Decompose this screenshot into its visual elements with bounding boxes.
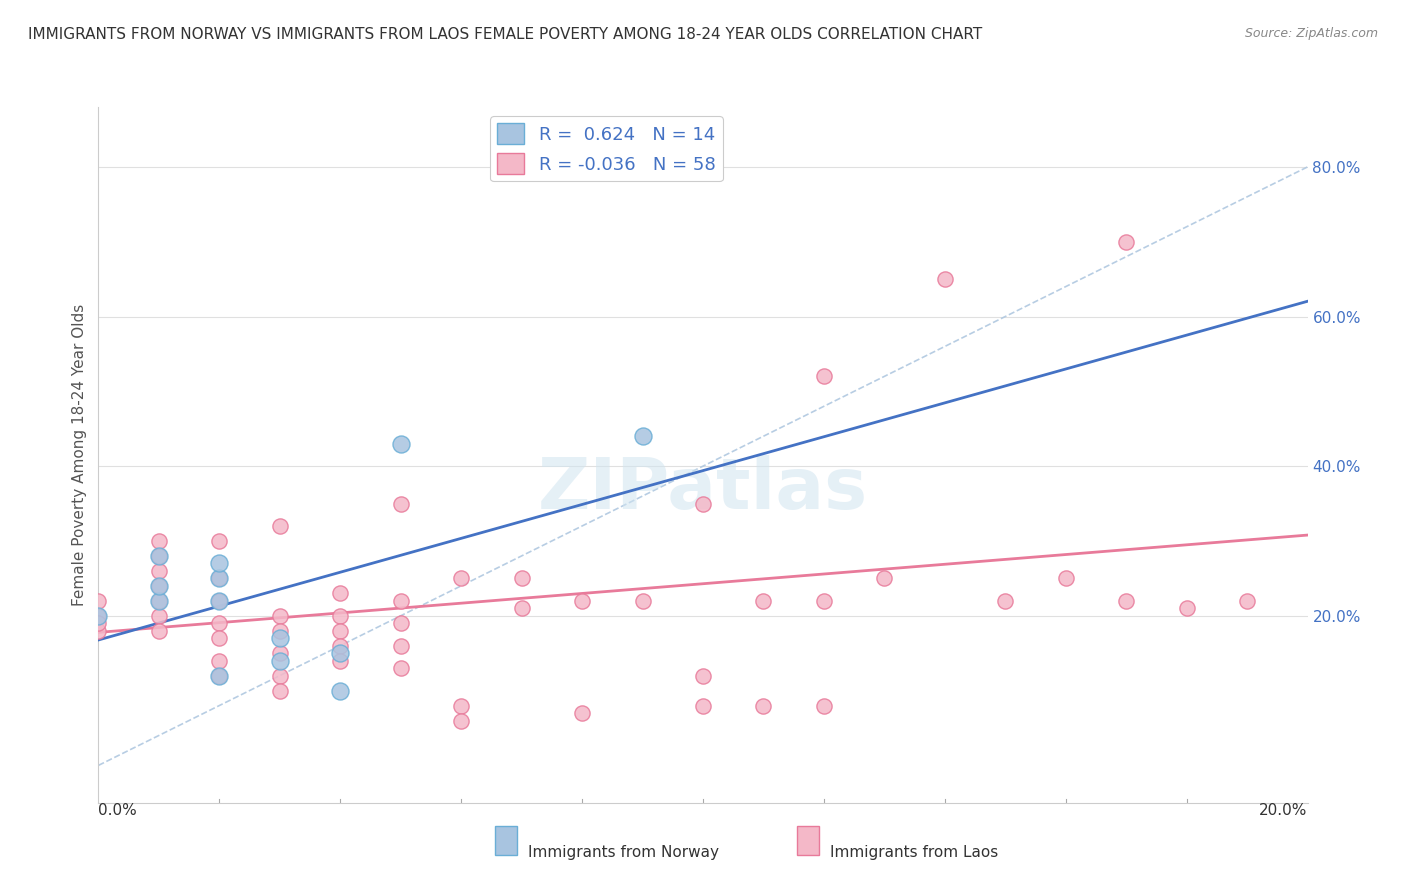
Point	[571, 706, 593, 720]
Point	[148, 624, 170, 638]
Point	[450, 714, 472, 728]
Point	[329, 639, 352, 653]
Point	[329, 646, 352, 660]
Point	[752, 594, 775, 608]
Point	[450, 698, 472, 713]
Point	[208, 654, 231, 668]
Point	[994, 594, 1017, 608]
Point	[269, 683, 291, 698]
Point	[148, 608, 170, 623]
Point	[148, 549, 170, 563]
Point	[1054, 571, 1077, 585]
Point	[450, 571, 472, 585]
Point	[208, 533, 231, 548]
Point	[1175, 601, 1198, 615]
Point	[752, 698, 775, 713]
Legend: R =  0.624   N = 14, R = -0.036   N = 58: R = 0.624 N = 14, R = -0.036 N = 58	[489, 116, 723, 181]
Point	[813, 369, 835, 384]
FancyBboxPatch shape	[495, 826, 517, 855]
Point	[269, 608, 291, 623]
Point	[692, 668, 714, 682]
Point	[389, 639, 412, 653]
Point	[813, 594, 835, 608]
Point	[208, 631, 231, 645]
Text: ZIPatlas: ZIPatlas	[538, 455, 868, 524]
Point	[813, 698, 835, 713]
Point	[389, 661, 412, 675]
Text: 20.0%: 20.0%	[1260, 803, 1308, 818]
Point	[148, 549, 170, 563]
Point	[269, 624, 291, 638]
Point	[389, 594, 412, 608]
Point	[934, 272, 956, 286]
Point	[631, 594, 654, 608]
Point	[208, 668, 231, 682]
Point	[148, 594, 170, 608]
Point	[631, 429, 654, 443]
Point	[269, 668, 291, 682]
Point	[269, 654, 291, 668]
Point	[87, 608, 110, 623]
Point	[269, 646, 291, 660]
Point	[1236, 594, 1258, 608]
Text: IMMIGRANTS FROM NORWAY VS IMMIGRANTS FROM LAOS FEMALE POVERTY AMONG 18-24 YEAR O: IMMIGRANTS FROM NORWAY VS IMMIGRANTS FRO…	[28, 27, 983, 42]
Point	[692, 497, 714, 511]
Point	[269, 519, 291, 533]
Point	[208, 616, 231, 631]
Text: Source: ZipAtlas.com: Source: ZipAtlas.com	[1244, 27, 1378, 40]
Point	[1115, 235, 1137, 249]
Text: Immigrants from Laos: Immigrants from Laos	[830, 845, 998, 860]
Point	[571, 594, 593, 608]
Point	[208, 571, 231, 585]
Text: Immigrants from Norway: Immigrants from Norway	[527, 845, 718, 860]
Point	[389, 616, 412, 631]
Point	[873, 571, 896, 585]
Point	[510, 571, 533, 585]
Point	[329, 683, 352, 698]
Point	[148, 594, 170, 608]
Point	[208, 594, 231, 608]
Point	[87, 608, 110, 623]
Point	[208, 594, 231, 608]
Point	[389, 436, 412, 450]
Point	[87, 624, 110, 638]
Point	[148, 579, 170, 593]
Y-axis label: Female Poverty Among 18-24 Year Olds: Female Poverty Among 18-24 Year Olds	[72, 304, 87, 606]
FancyBboxPatch shape	[797, 826, 820, 855]
Point	[269, 631, 291, 645]
Point	[87, 616, 110, 631]
Point	[1115, 594, 1137, 608]
Point	[389, 497, 412, 511]
Point	[208, 668, 231, 682]
Point	[148, 564, 170, 578]
Point	[148, 579, 170, 593]
Point	[329, 654, 352, 668]
Point	[510, 601, 533, 615]
Point	[208, 571, 231, 585]
Point	[148, 533, 170, 548]
Text: 0.0%: 0.0%	[98, 803, 138, 818]
Point	[329, 624, 352, 638]
Point	[208, 557, 231, 571]
Point	[87, 594, 110, 608]
Point	[329, 586, 352, 600]
Point	[692, 698, 714, 713]
Point	[329, 608, 352, 623]
